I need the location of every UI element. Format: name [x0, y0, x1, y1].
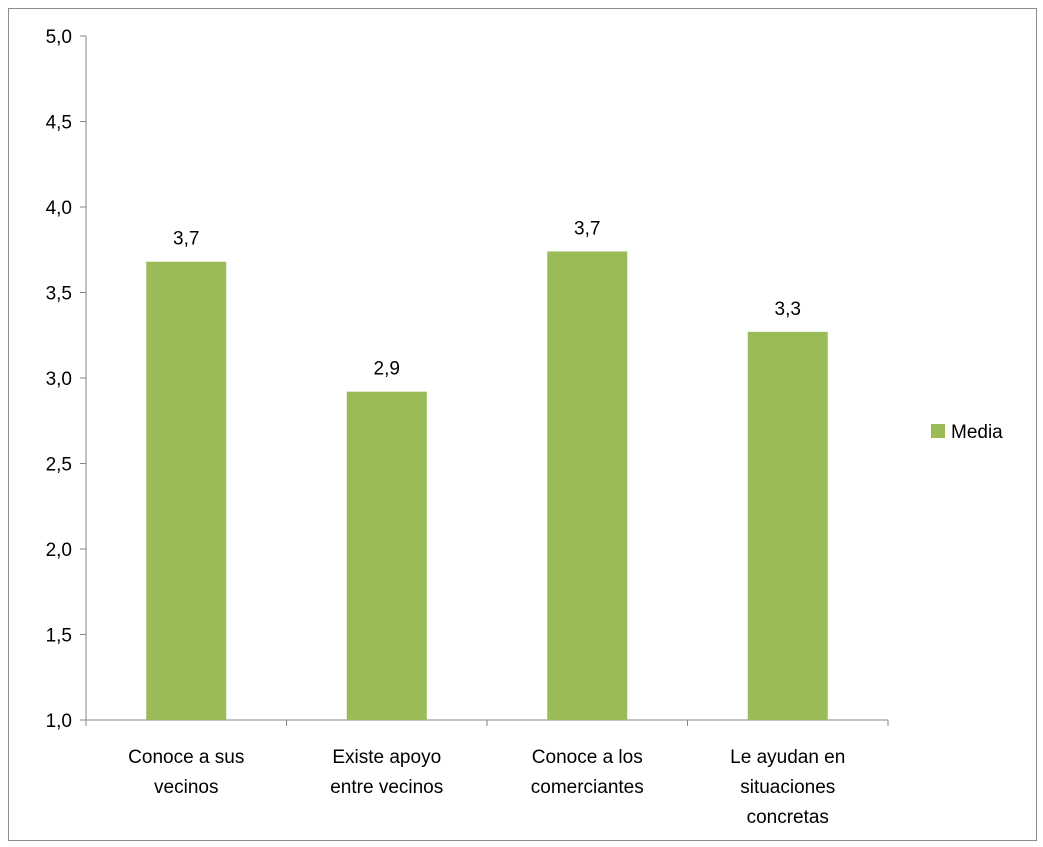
legend-swatch: [931, 424, 945, 438]
bar: [346, 391, 427, 720]
y-tick-label: 1,0: [46, 711, 72, 732]
x-category-label: Le ayudan en: [730, 747, 845, 768]
y-tick-label: 4,5: [46, 113, 72, 134]
bar: [547, 251, 628, 720]
data-label: 2,9: [374, 359, 400, 380]
x-category-label: Conoce a sus: [128, 747, 244, 768]
legend-label: Media: [951, 422, 1003, 443]
data-label: 3,7: [173, 229, 199, 250]
x-category-label: situaciones: [740, 777, 835, 798]
data-label: 3,7: [574, 218, 600, 239]
x-category-label: Conoce a los: [532, 747, 643, 768]
y-tick-label: 2,5: [46, 455, 72, 476]
y-tick-label: 3,0: [46, 369, 72, 390]
y-tick-label: 2,0: [46, 540, 72, 561]
data-label: 3,3: [775, 299, 801, 320]
bar: [146, 261, 227, 720]
x-category-label: comerciantes: [531, 777, 644, 798]
y-tick-label: 1,5: [46, 626, 72, 647]
y-tick-label: 4,0: [46, 198, 72, 219]
x-category-label: Existe apoyo: [332, 747, 441, 768]
x-category-label: concretas: [747, 807, 829, 828]
x-category-label: vecinos: [154, 777, 218, 798]
y-tick-label: 3,5: [46, 284, 72, 305]
y-tick-label: 5,0: [46, 27, 72, 48]
bar: [747, 331, 828, 720]
x-category-label: entre vecinos: [330, 777, 443, 798]
